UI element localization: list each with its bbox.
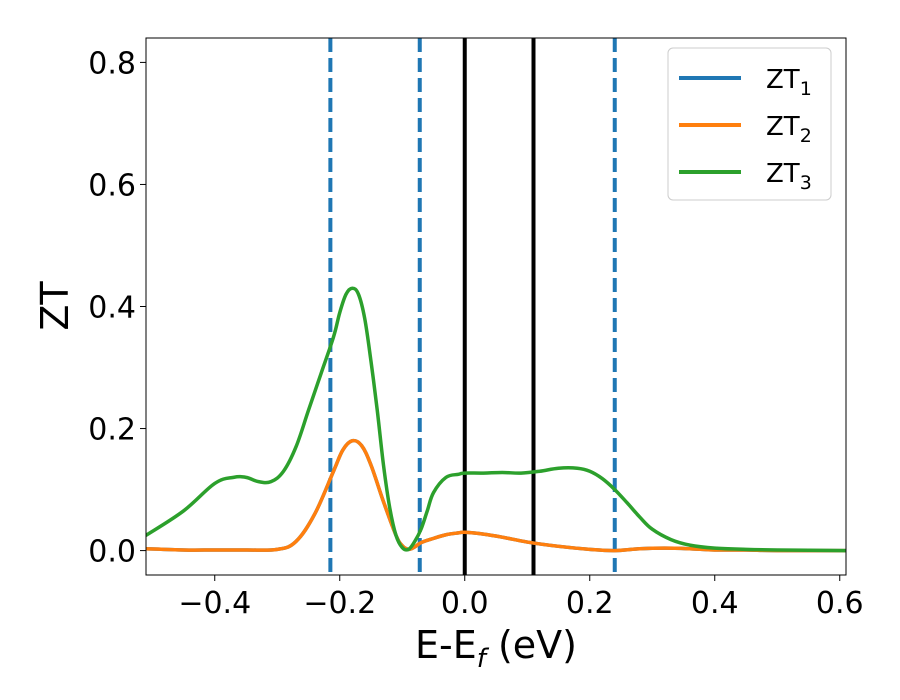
- legend: ZT1 ZT2 ZT3: [667, 47, 832, 201]
- y-axis-label: ZT: [33, 281, 77, 331]
- y-tick-label: 0.2: [88, 413, 136, 448]
- x-axis-ticks: −0.4 −0.2 0.0 0.2 0.4 0.6: [178, 575, 864, 621]
- legend-label-2: ZT2: [766, 112, 812, 147]
- series-line-3: [146, 286, 846, 553]
- x-tick-label: −0.4: [178, 586, 251, 621]
- y-axis-ticks: 0.0 0.2 0.4 0.6 0.8: [88, 46, 146, 570]
- x-axis-label-unit: (eV): [486, 623, 577, 667]
- y-tick-label: 0.0: [88, 535, 136, 570]
- legend-entries: ZT1 ZT2 ZT3: [679, 65, 812, 194]
- series-line-2: [146, 438, 846, 553]
- x-axis-label-main: E-E: [415, 623, 477, 667]
- series-lines: [146, 286, 846, 553]
- y-tick-label: 0.6: [88, 168, 136, 203]
- x-tick-label: 0.6: [816, 586, 864, 621]
- legend-box: [667, 47, 832, 201]
- legend-label-1: ZT1: [766, 65, 812, 100]
- x-tick-label: 0.2: [566, 586, 614, 621]
- y-tick-label: 0.4: [88, 291, 136, 326]
- vertical-reference-lines: [328, 38, 617, 575]
- y-tick-label: 0.8: [88, 46, 136, 81]
- x-tick-label: 0.0: [441, 586, 489, 621]
- x-axis-label: E-Ef (eV): [415, 623, 577, 674]
- x-tick-label: 0.4: [691, 586, 739, 621]
- legend-label-3: ZT3: [766, 159, 812, 194]
- x-tick-label: −0.2: [303, 586, 376, 621]
